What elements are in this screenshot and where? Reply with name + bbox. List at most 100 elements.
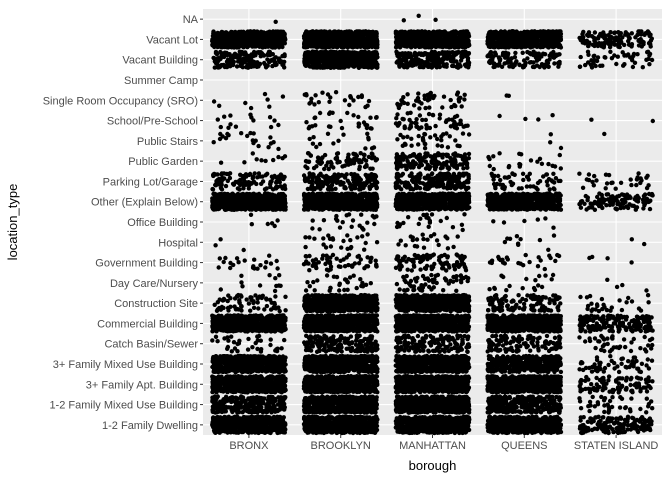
data-point [346, 402, 351, 407]
data-point [240, 398, 245, 404]
data-point [454, 397, 459, 402]
data-point [535, 404, 540, 409]
data-point [360, 406, 365, 411]
data-point [516, 399, 521, 404]
data-point [490, 394, 495, 400]
data-point [535, 397, 541, 402]
data-point [586, 428, 591, 433]
data-point [224, 377, 229, 383]
data-point [269, 428, 274, 433]
data-point [431, 396, 436, 402]
data-point [615, 430, 621, 436]
data-point [612, 421, 617, 426]
data-point [223, 418, 228, 424]
data-point [302, 415, 307, 420]
data-point [406, 410, 412, 415]
data-point [243, 378, 249, 384]
data-point [353, 427, 359, 432]
data-point [234, 379, 240, 384]
data-point [373, 400, 378, 405]
data-point [453, 426, 458, 431]
data-point [339, 406, 344, 412]
data-point [524, 405, 529, 411]
data-point [506, 415, 511, 421]
data-point [494, 407, 499, 412]
data-point [649, 399, 654, 404]
data-point [256, 414, 261, 419]
data-point [269, 397, 274, 402]
data-point [487, 404, 492, 409]
data-point [507, 423, 512, 428]
data-point [440, 395, 445, 400]
data-point [522, 425, 528, 430]
data-point [211, 424, 216, 429]
data-point [598, 424, 603, 429]
data-point [357, 420, 362, 425]
data-point [229, 421, 234, 426]
data-point [602, 403, 607, 408]
data-point [277, 375, 283, 380]
data-point [517, 395, 522, 400]
data-point [459, 408, 465, 413]
data-point [259, 419, 264, 425]
data-point [317, 402, 322, 407]
data-point [212, 429, 217, 434]
data-point [581, 430, 586, 435]
data-point [411, 429, 417, 435]
data-point [233, 415, 239, 420]
data-point [313, 430, 319, 435]
data-point [454, 415, 459, 421]
data-point [647, 426, 652, 431]
data-point [557, 402, 562, 407]
data-point [436, 407, 441, 412]
data-point [588, 416, 593, 421]
data-point [237, 409, 242, 415]
data-point [249, 425, 254, 430]
data-point [618, 416, 624, 421]
data-point [407, 401, 412, 407]
data-point [240, 427, 246, 432]
data-point [511, 420, 517, 425]
data-point [423, 402, 429, 407]
data-point [628, 409, 633, 414]
data-point [252, 409, 257, 415]
data-point [246, 422, 252, 427]
data-point [231, 426, 236, 431]
data-point [352, 402, 358, 407]
data-point [587, 399, 593, 405]
data-point [546, 402, 551, 407]
data-point [313, 409, 319, 414]
data-point [276, 423, 281, 428]
data-point [277, 419, 282, 424]
data-point [247, 418, 253, 423]
data-point [628, 427, 633, 432]
data-point [416, 423, 422, 428]
data-point [226, 414, 231, 419]
data-point [268, 385, 273, 391]
data-point [625, 419, 630, 424]
data-point [460, 395, 465, 400]
data-point [254, 375, 259, 381]
data-point [615, 425, 620, 431]
data-point [578, 418, 583, 423]
data-point [397, 402, 402, 407]
data-point [587, 408, 592, 414]
data-point [309, 399, 314, 404]
data-point [606, 408, 612, 413]
data-point [504, 396, 509, 401]
data-point [646, 404, 651, 409]
data-point [272, 375, 277, 381]
data-point [411, 423, 417, 428]
data-point [527, 416, 532, 421]
data-point [327, 419, 332, 424]
data-point [644, 396, 649, 401]
data-point [336, 397, 341, 402]
data-point [437, 421, 443, 427]
data-point [210, 399, 215, 404]
data-point [609, 404, 615, 410]
data-point [449, 400, 454, 405]
data-point [457, 419, 462, 424]
data-point [607, 419, 612, 424]
data-point [342, 415, 347, 421]
data-point [310, 422, 315, 428]
